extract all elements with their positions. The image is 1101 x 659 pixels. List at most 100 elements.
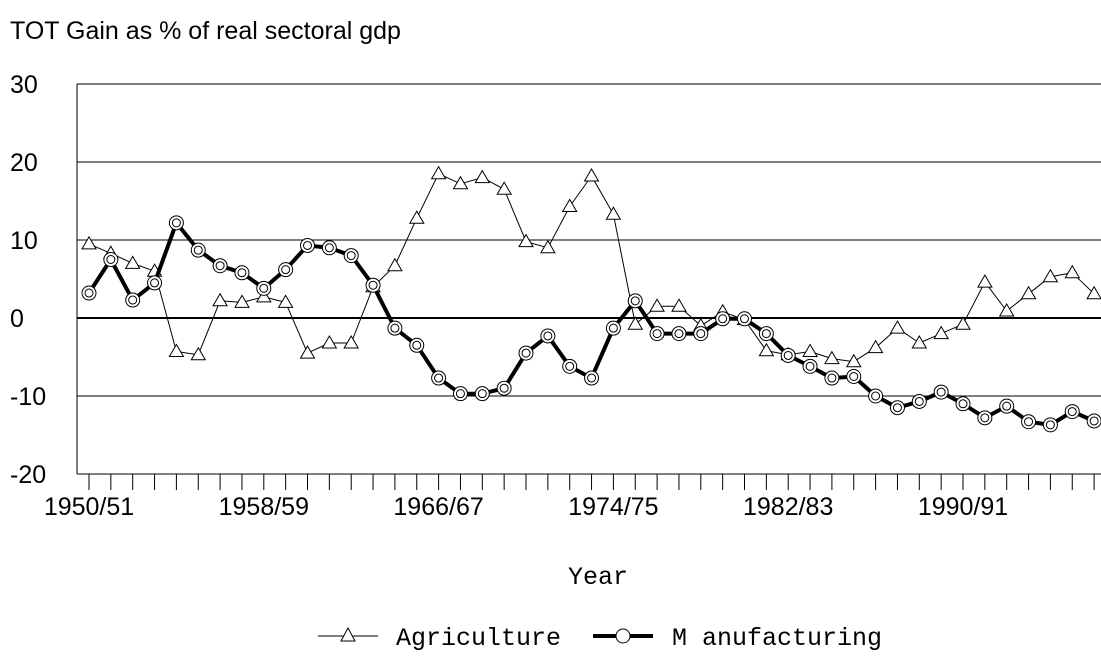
data-point-inner: [499, 383, 509, 393]
data-point: [125, 292, 141, 308]
data-point: [124, 255, 141, 269]
data-point: [1086, 413, 1101, 429]
data-point: [911, 335, 928, 349]
data-point-inner: [936, 387, 946, 397]
data-point: [758, 342, 775, 357]
data-point: [452, 386, 468, 402]
data-point: [998, 303, 1015, 317]
data-point: [955, 316, 971, 330]
data-point: [649, 326, 665, 342]
data-point: [649, 298, 665, 312]
data-point: [300, 237, 315, 253]
data-point-inner: [587, 373, 597, 383]
data-point-inner: [958, 399, 968, 409]
data-point-inner: [761, 329, 771, 339]
data-point: [846, 369, 862, 384]
data-point: [452, 175, 469, 190]
data-point: [365, 277, 381, 293]
data-point: [409, 337, 425, 353]
data-point: [605, 320, 621, 336]
data-point: [474, 386, 490, 402]
data-point: [408, 210, 425, 224]
data-point-inner: [871, 391, 881, 401]
data-point-inner: [740, 314, 749, 324]
series-manufacturing: [81, 215, 1101, 433]
data-point: [387, 320, 403, 336]
data-point: [671, 298, 687, 312]
y-tick-labels: 30 20 10 0 -10 -20: [10, 71, 46, 489]
x-tick-label: 1958/59: [219, 493, 309, 521]
data-point-inner: [324, 243, 334, 253]
data-point: [147, 275, 163, 291]
data-point: [81, 235, 97, 250]
y-tick-label: 30: [10, 71, 38, 99]
data-point: [168, 215, 184, 231]
data-point: [802, 343, 818, 357]
data-point-inner: [805, 361, 815, 371]
data-point-inner: [827, 373, 837, 383]
data-point: [583, 168, 600, 182]
data-point: [824, 350, 840, 365]
data-point: [496, 380, 512, 396]
data-point-inner: [84, 288, 94, 298]
data-point: [343, 248, 359, 264]
data-point-inner: [1002, 401, 1012, 411]
data-point-inner: [674, 329, 684, 339]
data-point: [977, 274, 993, 288]
data-point: [278, 262, 294, 278]
data-point-inner: [718, 314, 728, 324]
data-point: [911, 393, 927, 409]
data-point: [81, 285, 97, 301]
data-point: [562, 358, 578, 374]
data-point: [824, 370, 840, 386]
data-point: [737, 311, 752, 327]
data-point-inner: [543, 331, 553, 341]
data-point-inner: [849, 372, 859, 381]
data-point: [190, 242, 206, 258]
y-tick-label: 20: [10, 149, 38, 177]
data-point-inner: [914, 396, 924, 406]
data-point-inner: [1024, 417, 1034, 427]
data-point-inner: [150, 278, 160, 288]
data-point-inner: [412, 340, 422, 350]
data-point-inner: [630, 296, 640, 306]
data-point: [343, 335, 360, 349]
x-tick-label: 1966/67: [393, 493, 483, 521]
data-point-inner: [368, 280, 378, 290]
data-point-inner: [696, 329, 706, 339]
data-point: [387, 257, 403, 272]
data-point-inner: [565, 361, 575, 371]
data-point: [868, 388, 884, 404]
data-point: [474, 169, 491, 184]
data-point: [758, 326, 774, 342]
data-point: [1042, 268, 1059, 283]
data-point-inner: [193, 245, 203, 255]
data-point-inner: [281, 265, 291, 275]
legend-label-agriculture: Agriculture: [396, 624, 561, 653]
data-point: [955, 396, 971, 412]
data-point-inner: [477, 389, 487, 399]
data-point-inner: [237, 268, 247, 278]
data-point: [518, 233, 534, 248]
data-point: [540, 328, 556, 344]
data-point-inner: [434, 373, 444, 383]
chart-title: TOT Gain as % of real sectoral gdp: [10, 17, 401, 45]
data-point: [627, 316, 644, 330]
y-tick-label: 0: [10, 305, 24, 333]
data-point: [190, 346, 207, 361]
data-point: [1064, 404, 1080, 420]
data-point: [496, 181, 513, 195]
data-point-inner: [390, 323, 400, 333]
data-point: [1042, 417, 1058, 433]
data-point-inner: [892, 403, 902, 413]
x-tick-labels: 1950/51 1958/59 1966/67 1974/75 1982/83 1990/…: [44, 493, 1008, 521]
data-point: [299, 345, 316, 359]
series-agriculture: [81, 165, 1101, 368]
data-point: [1064, 264, 1081, 279]
data-point: [277, 294, 294, 308]
data-point-inner: [259, 283, 269, 293]
data-point: [933, 384, 949, 400]
data-point-inner: [128, 295, 138, 305]
grid-lines: [77, 83, 1101, 475]
